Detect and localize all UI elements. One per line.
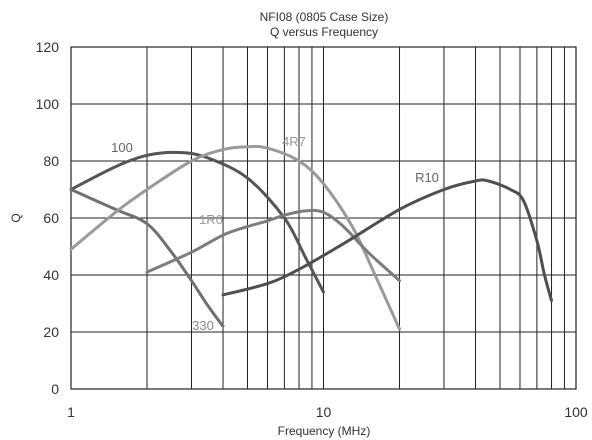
y-tick-label: 20 [43, 324, 59, 340]
plot-frame [70, 46, 577, 390]
x-tick-label: 1 [67, 404, 75, 420]
series-line-1r0 [145, 208, 401, 283]
series-label-r10: R10 [415, 170, 439, 185]
y-tick-label: 100 [36, 96, 60, 112]
series-label-100: 100 [111, 140, 133, 155]
grid [70, 46, 577, 390]
chart-subtitle: Q versus Frequency [270, 25, 378, 39]
series-line-4r7 [69, 144, 401, 331]
series-label-4r7: 4R7 [282, 134, 306, 149]
y-tick-label: 0 [51, 381, 59, 397]
x-tick-label: 100 [564, 404, 588, 420]
y-axis-label: Q [9, 213, 23, 222]
chart-title: NFI08 (0805 Case Size) [260, 10, 389, 24]
series-line-r10 [221, 178, 553, 303]
y-tick-label: 80 [43, 153, 59, 169]
series-line-100 [69, 150, 325, 294]
x-axis-label: Frequency (MHz) [278, 424, 371, 438]
series-line-330 [69, 188, 225, 328]
series-labels: 100 330 4R7 1R0 R10 [111, 134, 439, 333]
series-group [69, 144, 553, 331]
x-tick-label: 10 [316, 404, 332, 420]
series-label-330: 330 [192, 318, 214, 333]
series-label-1r0: 1R0 [199, 212, 223, 227]
y-tick-label: 40 [43, 267, 59, 283]
y-tick-label: 60 [43, 210, 59, 226]
y-tick-label: 120 [36, 39, 60, 55]
